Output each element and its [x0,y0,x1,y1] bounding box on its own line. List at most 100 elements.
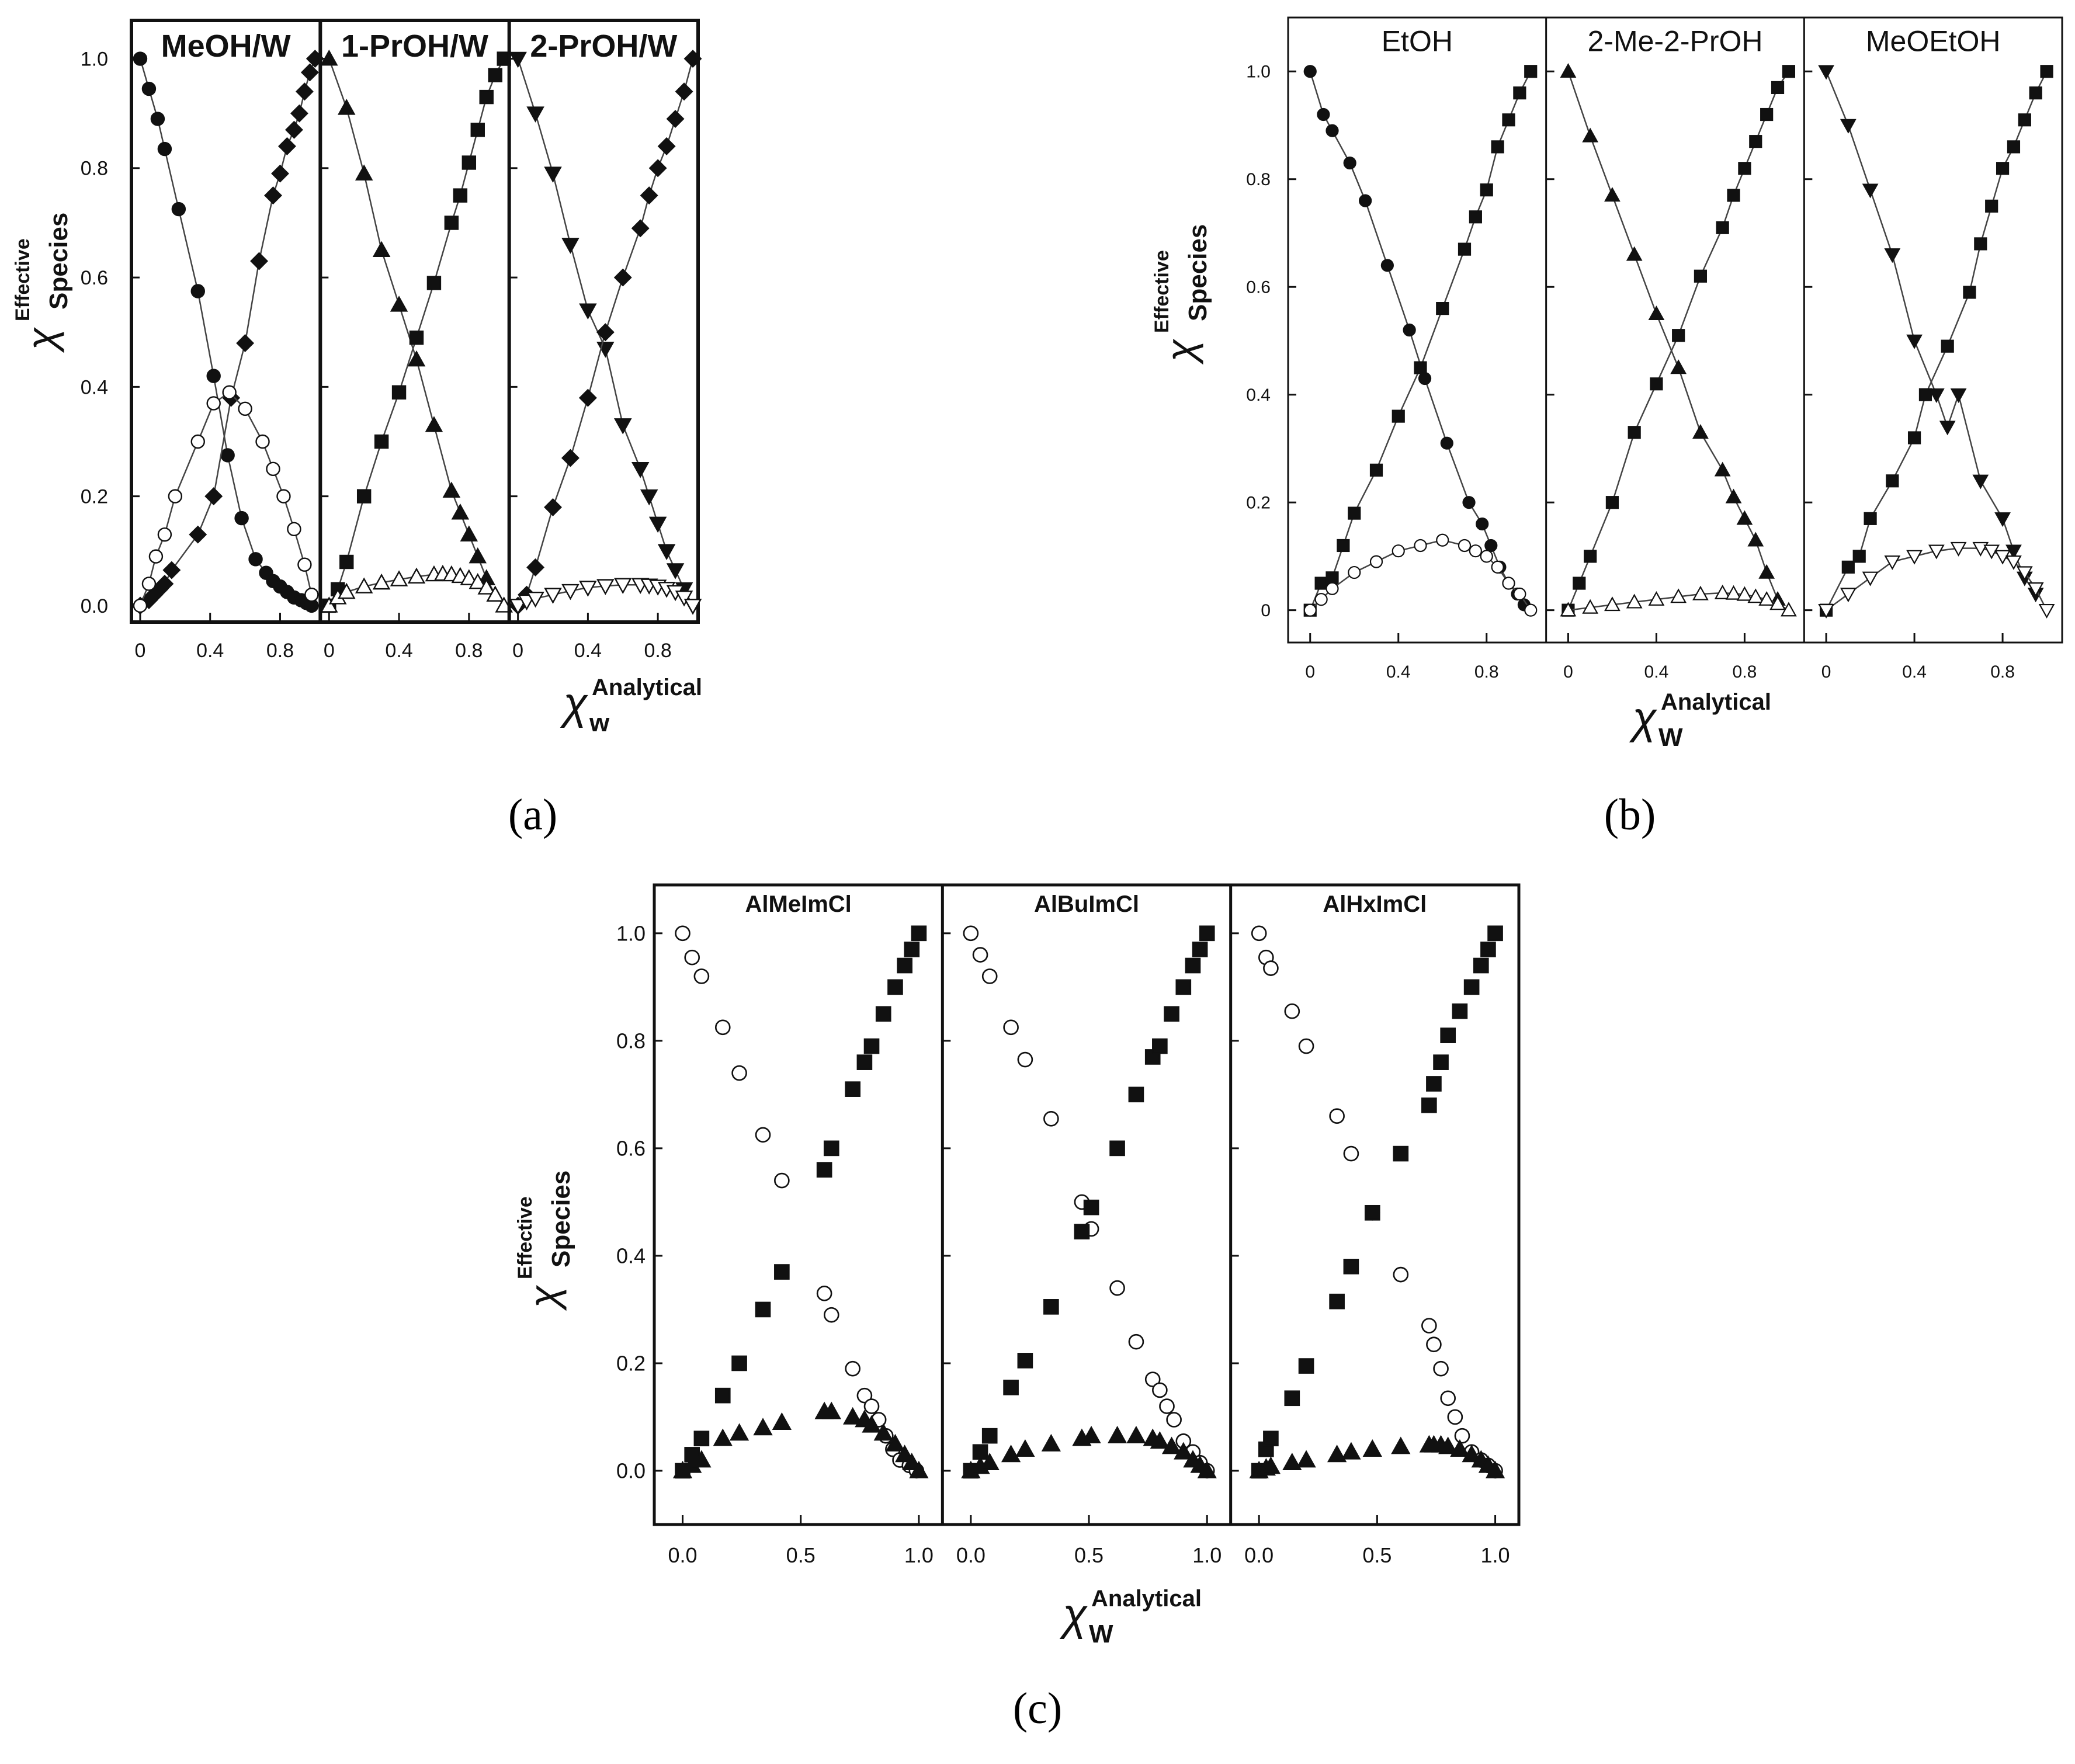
plot-frame [653,883,1521,1526]
data-point [1694,269,1708,283]
data-point [1749,135,1762,148]
data-point [1421,1318,1437,1334]
x-tick-label: 0 [1563,662,1573,682]
data-point [614,578,632,595]
y-axis-subscript: Species [547,1171,575,1268]
data-point [266,461,280,477]
data-point [509,51,527,68]
y-tick-label: 0.6 [1246,278,1271,297]
data-point [1480,942,1496,957]
data-point [1369,463,1383,477]
data-point [1298,1038,1314,1054]
data-point [320,49,338,66]
data-point [460,525,478,541]
data-point [204,487,223,506]
data-point [856,1054,873,1070]
data-point [1818,603,1834,619]
y-tick-label: 1.0 [1246,62,1271,82]
data-point [157,527,172,542]
caption-c: (c) [1013,1684,1062,1733]
data-point [1502,577,1515,590]
data-point [1343,1145,1359,1162]
data-point [171,202,186,217]
data-point [391,385,407,400]
data-point [451,503,470,520]
series-mixed [1249,1435,1505,1478]
panel-b-2: 2-Me-2-PrOH 0 0.4 0.8 [1545,18,1797,682]
y-tick-label: 0.2 [81,486,108,508]
x-tick-label: 0.0 [1244,1543,1274,1567]
data-point [1840,588,1857,603]
data-point [1343,156,1356,170]
x-axis-label: χ W Analytical [1629,689,1771,752]
data-point [666,563,685,579]
data-point [1392,409,1405,423]
data-point [337,99,356,115]
data-point [1994,512,2011,527]
data-point [1327,1444,1347,1463]
data-point [845,1360,860,1377]
data-point [561,584,580,600]
data-point [1480,550,1493,563]
data-point [1963,286,1976,299]
data-point [579,303,597,320]
y-axis-superscript: Effective [1151,250,1173,333]
data-point [1972,474,1989,489]
data-point [238,401,252,416]
x-axis-subscript: W [1089,1620,1113,1648]
data-point [1325,124,1339,137]
chart-a: MeOH/W 0 0.4 0.8 1-PrOH/W 0 0.4 0.8 2-PrOH/W 0 0.4… [12,19,702,737]
y-tick-label: 1.0 [616,921,646,945]
data-point [1348,506,1361,520]
data-point [640,186,658,205]
data-point [1380,259,1394,272]
data-point [1950,388,1967,403]
series-mixed [133,385,319,613]
data-point [1884,248,1901,263]
data-point [1524,65,1538,78]
data-point [462,155,477,170]
chart-b: EtOH 0 0.4 0.8 2-Me-2-PrOH 0 0.4 0.8 MeOEtOH 0 0.4… [1151,16,2063,752]
data-point [355,164,373,180]
data-point [1582,599,1599,614]
caption-a: (a) [508,790,557,839]
data-point [1296,1450,1316,1468]
data-point [1996,162,2010,175]
data-point [1003,1380,1019,1395]
y-tick-label: 1.0 [81,48,108,70]
data-point [1747,588,1764,603]
data-point [1251,925,1267,942]
data-point [409,330,424,345]
data-point [1043,1299,1059,1315]
data-point [755,1127,771,1143]
data-point [1727,189,1740,202]
data-point [469,572,487,589]
data-point [1670,359,1687,374]
data-point [1015,1439,1035,1457]
data-point [1513,587,1526,601]
panel-title: 1-PrOH/W [341,29,488,64]
data-point [683,599,702,615]
data-point [206,369,221,383]
x-tick-label: 0 [1305,662,1315,682]
data-point [1840,119,1857,134]
data-point [356,489,372,503]
data-point [1862,183,1879,199]
data-point [544,498,562,516]
data-point [460,569,478,585]
data-point [1284,1003,1300,1019]
y-axis-label: χ Species Effective [12,213,73,353]
data-point [1907,431,1921,445]
y-tick-label: 0.8 [81,158,108,180]
data-point [1670,588,1687,603]
data-point [1604,596,1621,612]
data-point [407,567,426,584]
x-tick-label: 0.5 [1074,1543,1104,1567]
y-tick-label: 0.2 [1246,494,1271,513]
data-point [1781,602,1797,617]
data-point [1928,544,1945,560]
data-point [1348,565,1361,579]
